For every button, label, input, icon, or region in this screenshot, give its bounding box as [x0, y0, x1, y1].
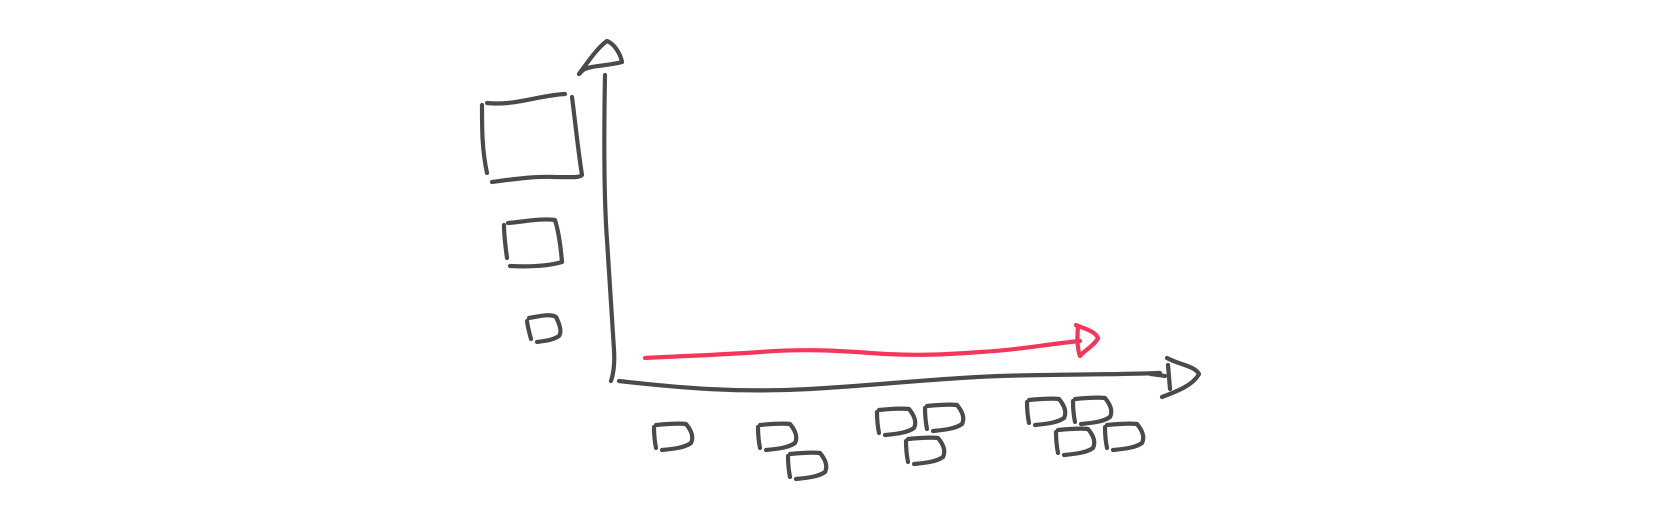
trend-line: [642, 322, 1101, 361]
x-axis-group-3: [874, 402, 966, 467]
d-glyph-icon: [1024, 396, 1068, 428]
d-glyph-icon: [1053, 426, 1097, 458]
legend-square-large: [479, 91, 585, 185]
d-glyph-icon: [785, 450, 829, 482]
y-axis-arrow-up-icon: [576, 38, 625, 77]
trend-arrow-right-icon: [1073, 322, 1101, 359]
y-axis-line: [602, 72, 617, 384]
x-axis-glyph-groups: [651, 395, 1146, 482]
legend-square-small: [524, 313, 563, 345]
x-axis-arrow-right-icon: [1159, 355, 1202, 400]
trend-line-path: [642, 338, 1083, 361]
d-glyph-icon: [1102, 421, 1146, 453]
d-glyph-icon: [651, 421, 695, 453]
d-glyph-icon: [1070, 395, 1114, 427]
x-axis-group-1: [651, 421, 695, 453]
y-axis: [576, 38, 625, 384]
d-glyph-icon: [755, 421, 799, 453]
x-axis-group-2: [755, 421, 829, 482]
x-axis: [616, 355, 1202, 400]
d-glyph-icon: [922, 402, 966, 434]
x-axis-line: [616, 370, 1168, 393]
legend-square-medium: [501, 217, 565, 269]
y-axis-legend: [479, 91, 585, 345]
d-glyph-icon: [903, 435, 947, 467]
d-glyph-icon: [874, 406, 918, 438]
x-axis-group-4: [1024, 395, 1146, 458]
